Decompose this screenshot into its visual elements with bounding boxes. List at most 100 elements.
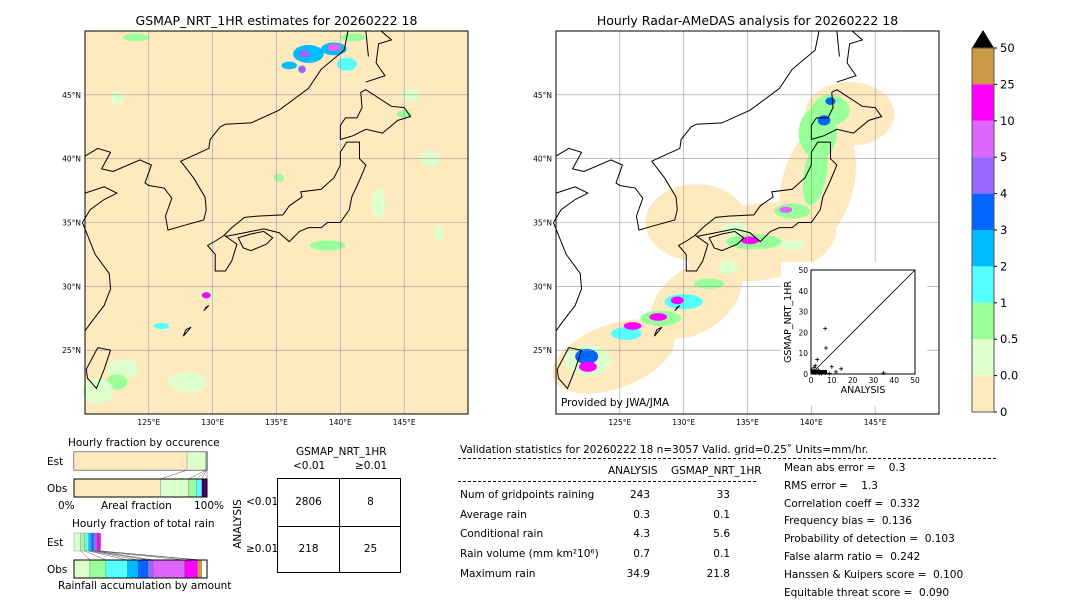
zero-percent: 0% <box>58 500 75 512</box>
connector-line <box>160 469 188 480</box>
col-gsmap: GSMAP_NRT_1HR <box>671 465 762 477</box>
x-axis-label: ANALYSIS <box>841 385 886 396</box>
cell-miss: 218 <box>298 543 319 555</box>
rain-cell <box>107 359 139 380</box>
obs-rain-segment <box>89 559 107 579</box>
coastline <box>677 234 709 272</box>
stat-gsmap: 33 <box>716 489 730 501</box>
scatter-point <box>881 370 886 375</box>
x-tick-label: 50 <box>910 376 920 385</box>
colorbar-label: 25 <box>1000 77 1015 91</box>
colorbar-label: 3 <box>1000 223 1007 237</box>
occurrence-title: Hourly fraction by occurence <box>68 437 220 449</box>
coastline <box>237 230 274 252</box>
y-tick-label: 50 <box>798 266 808 275</box>
rain-fraction-title: Hourly fraction of total rain <box>72 518 215 530</box>
y-tick-label: 30 <box>798 308 808 317</box>
coastline <box>206 234 238 272</box>
colorbar: 50 25 10 5 4 3 2 1 0.5 0.01 0 <box>971 30 1020 419</box>
est-occurrence-segment <box>73 451 188 471</box>
obs-rain-segment <box>137 559 149 579</box>
lat-tick-label: 40°N <box>533 155 552 164</box>
lat-tick-label: 45°N <box>533 91 552 100</box>
obs-rain-frame <box>73 559 208 579</box>
y-axis-label: GSMAP_NRT_1HR <box>783 281 794 363</box>
stat-gsmap: 5.6 <box>713 528 730 541</box>
cell-hits-none: 2806 <box>295 496 322 508</box>
row-title: ANALYSIS <box>231 499 244 549</box>
coastline <box>810 89 883 140</box>
rain-cell <box>610 327 642 340</box>
coastline <box>556 347 583 390</box>
stat-analysis: 0.3 <box>633 508 650 521</box>
rain-cell <box>774 203 811 219</box>
rain-cell <box>741 236 759 245</box>
stats-header: Validation statistics for 20260222 18 n=… <box>460 444 869 456</box>
scatter-point-cluster <box>811 370 827 374</box>
map-frame <box>84 30 469 415</box>
stat-gsmap: 0.1 <box>713 548 730 561</box>
rain-cell <box>153 322 170 330</box>
coastline <box>182 326 192 337</box>
est-rain-segment <box>96 532 101 552</box>
score-item: Probability of detection = 0.103 <box>784 533 955 546</box>
rain-cell <box>82 378 114 404</box>
lon-tick-label: 125°E <box>608 418 631 427</box>
colorbar-label: 5 <box>1000 150 1007 164</box>
scatter-point <box>829 364 834 369</box>
fraction-bars <box>73 451 208 579</box>
connector-line <box>84 550 107 561</box>
score-item: Correlation coeff = 0.332 <box>784 497 920 510</box>
coastline <box>836 30 840 57</box>
cell-false-alarm: 8 <box>367 496 374 508</box>
stat-gsmap: 0.1 <box>713 508 730 521</box>
connector-line <box>96 550 185 561</box>
connector-line <box>188 469 206 480</box>
scatter-point <box>815 357 820 362</box>
y-tick-label: 20 <box>798 328 808 337</box>
lon-tick-label: 135°E <box>736 418 759 427</box>
rain-cell <box>309 240 346 251</box>
est-rain-segment <box>88 532 92 552</box>
col-label-lt: <0.01 <box>293 460 326 472</box>
lon-tick-label: 145°E <box>864 418 887 427</box>
lon-tick-label: 140°E <box>800 418 823 427</box>
obs-rain-segment <box>73 559 91 579</box>
coastline <box>694 141 838 243</box>
rain-cell <box>433 225 444 241</box>
lat-tick-label: 40°N <box>62 155 81 164</box>
maps-layer: 125°E 130°E 135°E 140°E 145°E 45°N 40°N 35°N 30°… <box>62 30 940 427</box>
rain-cell <box>281 61 297 70</box>
rain-cell <box>273 173 285 182</box>
connector-line <box>201 469 207 480</box>
rain-cell <box>779 240 805 251</box>
obs-occurrence-segment <box>188 478 197 498</box>
scatter-inset: 00 10 10 20 20 30 30 40 40 50 50 ANALYSIS GSMAP_NRT_… <box>781 262 927 406</box>
left-map-title: GSMAP_NRT_1HR estimates for 20260222 18 <box>135 13 418 28</box>
score-item: Hanssen & Kuipers score = 0.100 <box>784 568 964 581</box>
colorbar-label: 50 <box>1000 41 1015 55</box>
lon-tick-label: 135°E <box>265 418 288 427</box>
coastline <box>674 305 681 311</box>
x-tick-label: 30 <box>869 376 879 385</box>
connector-line <box>93 550 149 561</box>
rain-cell <box>649 313 668 321</box>
obs-rain-segment <box>197 559 202 579</box>
colorbar-segment <box>972 266 994 303</box>
rain-cell <box>201 292 211 299</box>
rain-cell <box>299 50 310 58</box>
col-label-ge: ≥0.01 <box>355 460 388 472</box>
contingency-title: GSMAP_NRT_1HR <box>296 446 387 458</box>
rain-cell <box>623 322 642 330</box>
coastline <box>653 326 663 337</box>
x-tick-label: 0 <box>809 376 814 385</box>
coastline <box>365 30 369 57</box>
colorbar-segment <box>972 120 994 158</box>
rain-cell <box>106 374 128 390</box>
rain-cell <box>779 206 793 213</box>
lat-tick-label: 35°N <box>62 219 81 228</box>
row-label-ge: ≥0.01 <box>246 543 279 555</box>
scatter-point <box>827 371 832 376</box>
scatter-point <box>839 366 844 371</box>
lat-tick-label: 30°N <box>62 282 81 291</box>
